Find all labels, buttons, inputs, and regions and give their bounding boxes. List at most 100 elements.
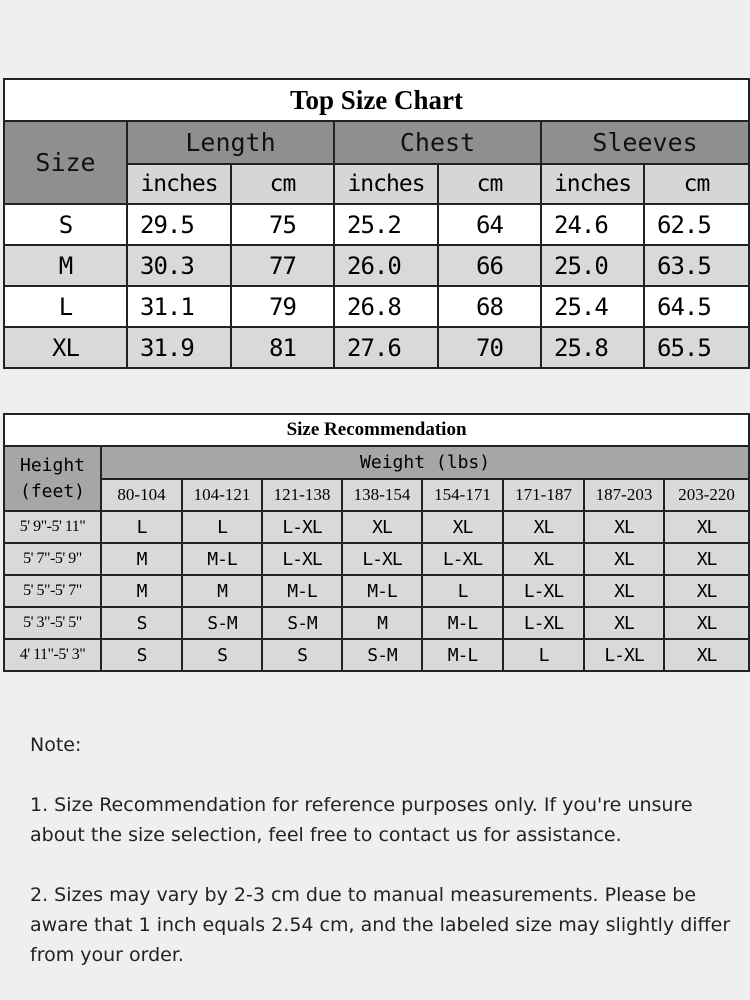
measurement-cell: 26.8 bbox=[333, 285, 439, 328]
table-row: L 31.1 79 26.8 68 25.4 64.5 bbox=[3, 285, 750, 328]
recommended-size-cell: L-XL bbox=[502, 606, 585, 640]
recommended-size-cell: XL bbox=[662, 638, 750, 672]
measurement-cell: 24.6 bbox=[540, 203, 645, 246]
size-recommendation-title: Size Recommendation bbox=[2, 413, 750, 447]
height-cell: 5' 7"-5' 9" bbox=[3, 542, 102, 576]
measurement-cell: 64 bbox=[437, 203, 542, 246]
recommended-size-cell: S bbox=[261, 638, 343, 672]
measurement-cell: 68 bbox=[437, 285, 542, 328]
recommended-size-cell: M-L bbox=[181, 542, 263, 576]
measurement-cell: 75 bbox=[230, 203, 335, 246]
recommended-size-cell: L-XL bbox=[341, 542, 423, 576]
recommended-size-cell: XL bbox=[421, 510, 504, 544]
recommended-size-cell: XL bbox=[583, 574, 665, 608]
measurement-cell: 25.4 bbox=[540, 285, 645, 328]
note-1: 1. Size Recommendation for reference pur… bbox=[30, 794, 693, 846]
recommended-size-cell: XL bbox=[583, 510, 665, 544]
measurement-cell: 79 bbox=[230, 285, 335, 328]
unit-header: inches bbox=[126, 163, 232, 205]
height-cell: 5' 3"-5' 5" bbox=[3, 606, 102, 640]
height-cell: 5' 9"-5' 11" bbox=[3, 510, 102, 544]
recommended-size-cell: XL bbox=[341, 510, 423, 544]
measurement-cell: 77 bbox=[230, 244, 335, 287]
measurement-cell: 29.5 bbox=[126, 203, 232, 246]
weight-range-header: 171-187 bbox=[502, 478, 585, 512]
table-row: 5' 3"-5' 5" S S-M S-M M M-L L-XL XL XL bbox=[3, 606, 750, 640]
recommended-size-cell: L bbox=[100, 510, 183, 544]
recommended-size-cell: XL bbox=[583, 542, 665, 576]
measurement-cell: 31.9 bbox=[126, 326, 232, 369]
recommended-size-cell: L bbox=[181, 510, 263, 544]
measurement-cell: 26.0 bbox=[333, 244, 439, 287]
table-row: S 29.5 75 25.2 64 24.6 62.5 bbox=[3, 203, 750, 246]
recommended-size-cell: S bbox=[100, 606, 183, 640]
unit-header: inches bbox=[540, 163, 645, 205]
unit-header: inches bbox=[333, 163, 439, 205]
recommended-size-cell: XL bbox=[662, 510, 750, 544]
recommended-size-cell: L-XL bbox=[583, 638, 665, 672]
measurement-cell: 70 bbox=[437, 326, 542, 369]
recommended-size-cell: XL bbox=[502, 510, 585, 544]
measurement-cell: 65.5 bbox=[642, 326, 750, 369]
top-size-chart: Top Size Chart Size Length Chest Sleeves… bbox=[2, 78, 750, 369]
recommended-size-cell: XL bbox=[662, 606, 750, 640]
measurement-cell: 31.1 bbox=[126, 285, 232, 328]
measurement-cell: 25.0 bbox=[540, 244, 645, 287]
table-row: 5' 9"-5' 11" L L L-XL XL XL XL XL XL bbox=[3, 510, 750, 544]
measurement-cell: 27.6 bbox=[333, 326, 439, 369]
size-cell: M bbox=[3, 244, 128, 287]
unit-header: cm bbox=[642, 163, 750, 205]
size-recommendation-table: Size Recommendation Height (feet) Weight … bbox=[2, 413, 750, 672]
weight-range-header: 104-121 bbox=[181, 478, 263, 512]
measurement-cell: 64.5 bbox=[642, 285, 750, 328]
table-row: 4' 11"-5' 3" S S S S-M M-L L L-XL XL bbox=[3, 638, 750, 672]
size-cell: S bbox=[3, 203, 128, 246]
height-header: Height (feet) bbox=[3, 445, 102, 512]
size-cell: L bbox=[3, 285, 128, 328]
notes-heading: Note: bbox=[30, 734, 82, 756]
recommended-size-cell: L bbox=[502, 638, 585, 672]
recommended-size-cell: L bbox=[421, 574, 504, 608]
recommended-size-cell: XL bbox=[662, 542, 750, 576]
recommended-size-cell: M bbox=[100, 574, 183, 608]
sleeves-header: Sleeves bbox=[539, 120, 750, 165]
recommended-size-cell: S-M bbox=[181, 606, 263, 640]
recommended-size-cell: M-L bbox=[421, 638, 504, 672]
table-row: M 30.3 77 26.0 66 25.0 63.5 bbox=[3, 244, 750, 287]
table-row: 5' 5"-5' 7" M M M-L M-L L L-XL XL XL bbox=[3, 574, 750, 608]
measurement-cell: 30.3 bbox=[126, 244, 232, 287]
recommended-size-cell: XL bbox=[583, 606, 665, 640]
weight-header: Weight (lbs) bbox=[99, 445, 750, 480]
recommended-size-cell: XL bbox=[662, 574, 750, 608]
height-cell: 4' 11"-5' 3" bbox=[3, 638, 102, 672]
recommended-size-cell: M bbox=[181, 574, 263, 608]
measurement-cell: 25.2 bbox=[333, 203, 439, 246]
measurement-cell: 63.5 bbox=[642, 244, 750, 287]
recommended-size-cell: S bbox=[100, 638, 183, 672]
notes: Note: 1. Size Recommendation for referen… bbox=[30, 730, 740, 1000]
height-header-line1: Height bbox=[19, 454, 86, 476]
recommended-size-cell: L-XL bbox=[502, 574, 585, 608]
recommended-size-cell: L-XL bbox=[261, 510, 343, 544]
size-header: Size bbox=[3, 120, 128, 205]
measurement-cell: 62.5 bbox=[642, 203, 750, 246]
measurement-cell: 25.8 bbox=[540, 326, 645, 369]
height-header-line2: (feet) bbox=[19, 480, 86, 502]
recommended-size-cell: M bbox=[341, 606, 423, 640]
chest-header: Chest bbox=[333, 120, 542, 165]
recommended-size-cell: L-XL bbox=[421, 542, 504, 576]
size-cell: XL bbox=[3, 326, 128, 369]
weight-range-header: 80-104 bbox=[100, 478, 183, 512]
recommended-size-cell: S-M bbox=[261, 606, 343, 640]
measurement-cell: 66 bbox=[437, 244, 542, 287]
unit-header: cm bbox=[230, 163, 335, 205]
recommended-size-cell: L-XL bbox=[261, 542, 343, 576]
recommended-size-cell: M-L bbox=[341, 574, 423, 608]
weight-range-header: 187-203 bbox=[583, 478, 665, 512]
height-cell: 5' 5"-5' 7" bbox=[3, 574, 102, 608]
weight-range-header: 121-138 bbox=[261, 478, 343, 512]
recommended-size-cell: XL bbox=[502, 542, 585, 576]
top-size-chart-title: Top Size Chart bbox=[2, 78, 750, 122]
measurement-cell: 81 bbox=[230, 326, 335, 369]
recommended-size-cell: M-L bbox=[261, 574, 343, 608]
